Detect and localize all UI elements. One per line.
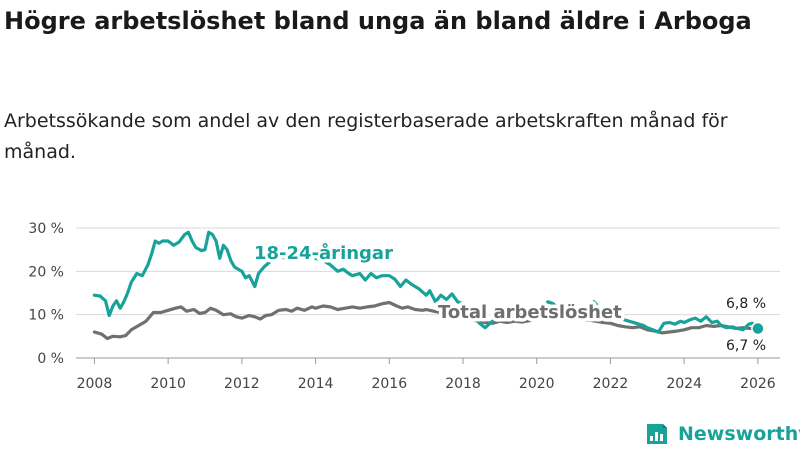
end-value-youth: 6,8 % (726, 296, 766, 312)
y-tick-label: 20 % (28, 264, 64, 280)
series-line-total (92, 300, 760, 341)
y-tick-label: 0 % (37, 351, 64, 367)
axes: 0 % 10 % 20 % 30 % 2008 2010 2012 2014 2016 2018 2… (28, 221, 780, 392)
x-tick-label: 2014 (298, 376, 334, 392)
series-label-youth: 18-24-åringar (254, 242, 393, 264)
end-value-total: 6,7 % (726, 338, 766, 354)
newsworthy-logo-icon (647, 424, 667, 444)
brand-name: Newsworthy (678, 423, 800, 445)
x-tick-label: 2010 (150, 376, 186, 392)
series (92, 230, 765, 341)
line-chart: 0 % 10 % 20 % 30 % 2008 2010 2012 2014 2016 2018 2… (28, 221, 780, 392)
x-tick-label: 2024 (666, 376, 702, 392)
y-tick-label: 30 % (28, 221, 64, 237)
series-label-youth-halo: 18-24-åringar (254, 242, 393, 264)
x-tick-label: 2012 (224, 376, 260, 392)
x-tick-label: 2016 (371, 376, 407, 392)
x-tick-label: 2026 (740, 376, 776, 392)
y-tick-label: 10 % (28, 308, 64, 324)
series-label-total: Total arbetslöshet (438, 302, 622, 323)
x-tick-label: 2008 (77, 376, 113, 392)
x-tick-label: 2020 (519, 376, 555, 392)
series-line-youth (92, 230, 760, 334)
chart-subtitle: Arbetssökande som andel av den registerb… (4, 110, 728, 163)
x-tick-label: 2018 (445, 376, 481, 392)
series-label-total-halo: Total arbetslöshet (438, 302, 622, 323)
end-point-marker (751, 321, 765, 336)
chart-title: Högre arbetslöshet bland unga än bland ä… (4, 7, 752, 35)
x-tick-label: 2022 (593, 376, 629, 392)
brand-logo: Newsworthy (644, 420, 800, 448)
